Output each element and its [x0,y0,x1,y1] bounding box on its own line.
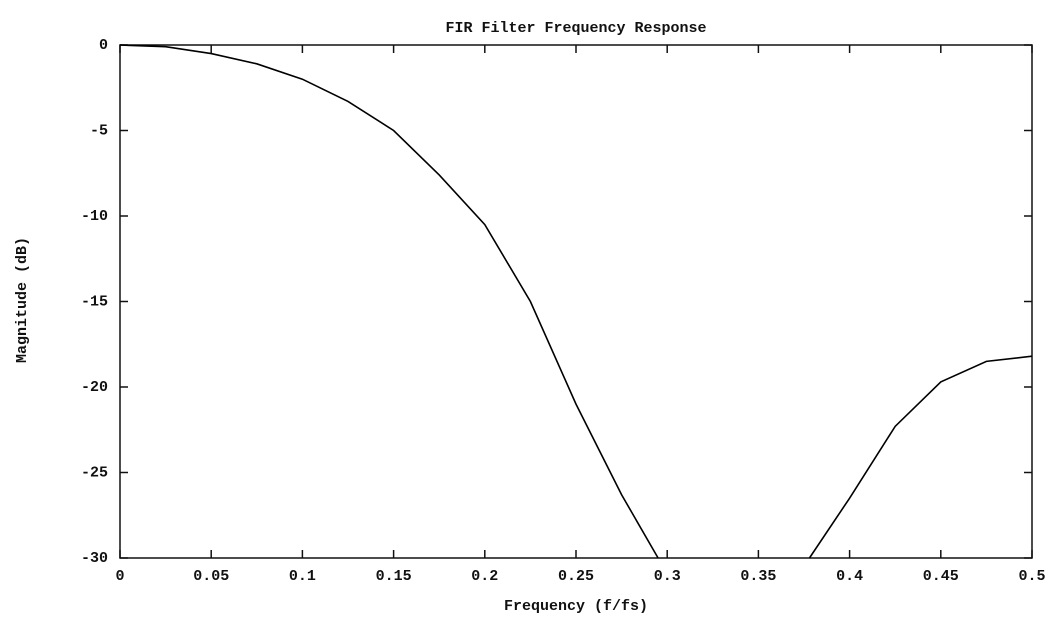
y-tick-label: -30 [81,550,108,567]
y-tick-label: -5 [90,122,108,139]
x-tick-label: 0.15 [376,568,412,585]
x-tick-label: 0.4 [836,568,863,585]
y-tick-label: -20 [81,379,108,396]
x-tick-label: 0.35 [740,568,776,585]
plot-frame [119,44,1033,559]
y-tick-label: 0 [99,37,108,54]
x-tick-label: 0.05 [193,568,229,585]
x-tick-label: 0 [115,568,124,585]
y-axis-label: Magnitude (dB) [14,237,31,363]
x-tick-label: 0.3 [654,568,681,585]
x-tick-label: 0.1 [289,568,316,585]
chart-title: FIR Filter Frequency Response [445,20,706,37]
x-tick-label: 0.25 [558,568,594,585]
x-tick-label: 0.45 [923,568,959,585]
x-tick-label: 0.5 [1018,568,1045,585]
x-axis-label: Frequency (f/fs) [504,598,648,615]
y-tick-label: -25 [81,464,108,481]
y-tick-label: -15 [81,293,108,310]
response-line [119,44,1033,559]
x-tick-label: 0.2 [471,568,498,585]
y-tick-label: -10 [81,208,108,225]
